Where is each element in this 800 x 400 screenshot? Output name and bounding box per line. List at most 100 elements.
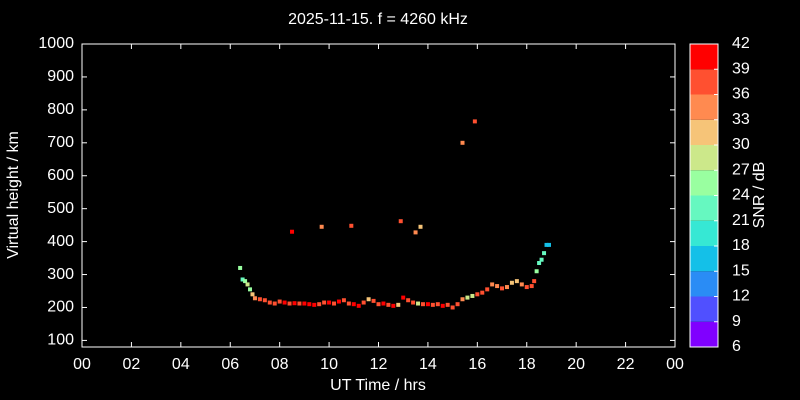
point: [406, 298, 411, 303]
point: [332, 301, 337, 306]
colorbar-band: [690, 195, 718, 221]
colorbar-band: [690, 321, 718, 347]
point: [371, 298, 376, 303]
point: [290, 229, 295, 234]
point: [440, 303, 445, 308]
x-tick-label: 18: [518, 356, 536, 373]
x-tick-label: 20: [567, 356, 585, 373]
point: [445, 302, 450, 307]
colorbar-tick-label: 21: [732, 212, 750, 229]
colorbar-band: [690, 170, 718, 196]
point: [539, 257, 544, 262]
colorbar-tick-label: 36: [732, 86, 750, 103]
point: [317, 302, 322, 307]
chart-title: 2025-11-15. f = 4260 kHz: [288, 11, 468, 28]
point: [240, 277, 245, 282]
colorbar-tick-label: 18: [732, 237, 750, 254]
colorbar-tick-label: 9: [732, 313, 741, 330]
point: [386, 302, 391, 307]
point: [475, 292, 480, 297]
y-tick-label: 700: [47, 134, 74, 151]
point: [532, 279, 537, 284]
point: [307, 302, 312, 307]
point: [485, 287, 490, 292]
colorbar-tick-label: 39: [732, 60, 750, 77]
point: [430, 302, 435, 307]
point: [287, 301, 292, 306]
point: [450, 305, 455, 310]
point: [544, 242, 549, 247]
colorbar-band: [690, 246, 718, 272]
x-tick-label: 00: [73, 356, 91, 373]
point: [351, 302, 356, 307]
point: [425, 302, 430, 307]
colorbar-tick-label: 24: [732, 187, 750, 204]
point: [413, 230, 418, 235]
y-tick-label: 900: [47, 68, 74, 85]
colorbar-band: [690, 296, 718, 322]
point: [245, 282, 250, 287]
y-tick-label: 400: [47, 233, 74, 250]
point: [401, 295, 406, 300]
point: [336, 299, 341, 304]
point: [346, 301, 351, 306]
point: [341, 298, 346, 303]
point: [262, 298, 267, 303]
point: [312, 302, 317, 307]
point: [420, 302, 425, 307]
point: [361, 300, 366, 305]
point: [546, 242, 551, 247]
point: [396, 302, 401, 307]
point: [327, 300, 332, 305]
colorbar-band: [690, 119, 718, 145]
y-tick-label: 600: [47, 167, 74, 184]
point: [292, 301, 297, 306]
y-tick-label: 200: [47, 299, 74, 316]
y-tick-label: 1000: [38, 35, 74, 52]
point: [524, 285, 529, 290]
point: [418, 224, 423, 229]
point: [349, 223, 354, 228]
point: [267, 300, 272, 305]
colorbar-band: [690, 94, 718, 120]
point: [465, 295, 470, 300]
point: [472, 119, 477, 124]
y-tick-label: 300: [47, 266, 74, 283]
colorbar-tick-label: 30: [732, 136, 750, 153]
point: [297, 301, 302, 306]
x-tick-label: 04: [172, 356, 190, 373]
point: [322, 300, 327, 305]
colorbar-tick-label: 27: [732, 161, 750, 178]
point: [542, 251, 547, 256]
point: [435, 302, 440, 307]
colorbar-band: [690, 271, 718, 297]
point: [495, 284, 500, 289]
point: [250, 292, 255, 297]
colorbar-tick-label: 33: [732, 111, 750, 128]
point: [529, 284, 534, 289]
y-axis-label: Virtual height / km: [5, 131, 22, 259]
colorbar-tick-label: 12: [732, 288, 750, 305]
point: [238, 265, 243, 270]
x-tick-label: 16: [468, 356, 486, 373]
colorbar-tick-label: 15: [732, 262, 750, 279]
x-tick-label: 12: [370, 356, 388, 373]
colorbar-band: [690, 220, 718, 246]
point: [252, 296, 257, 301]
point: [455, 302, 460, 307]
colorbar-tick-label: 6: [732, 338, 741, 355]
point: [500, 286, 505, 291]
point: [411, 300, 416, 305]
point: [257, 297, 262, 302]
x-tick-label: 02: [123, 356, 141, 373]
x-tick-label: 00: [666, 356, 684, 373]
y-tick-label: 500: [47, 200, 74, 217]
colorbar-tick-label: 42: [732, 35, 750, 52]
point: [537, 261, 542, 266]
colorbar-band: [690, 44, 718, 70]
x-tick-label: 06: [221, 356, 239, 373]
point: [248, 287, 253, 292]
colorbar-label: SNR / dB: [751, 162, 768, 229]
